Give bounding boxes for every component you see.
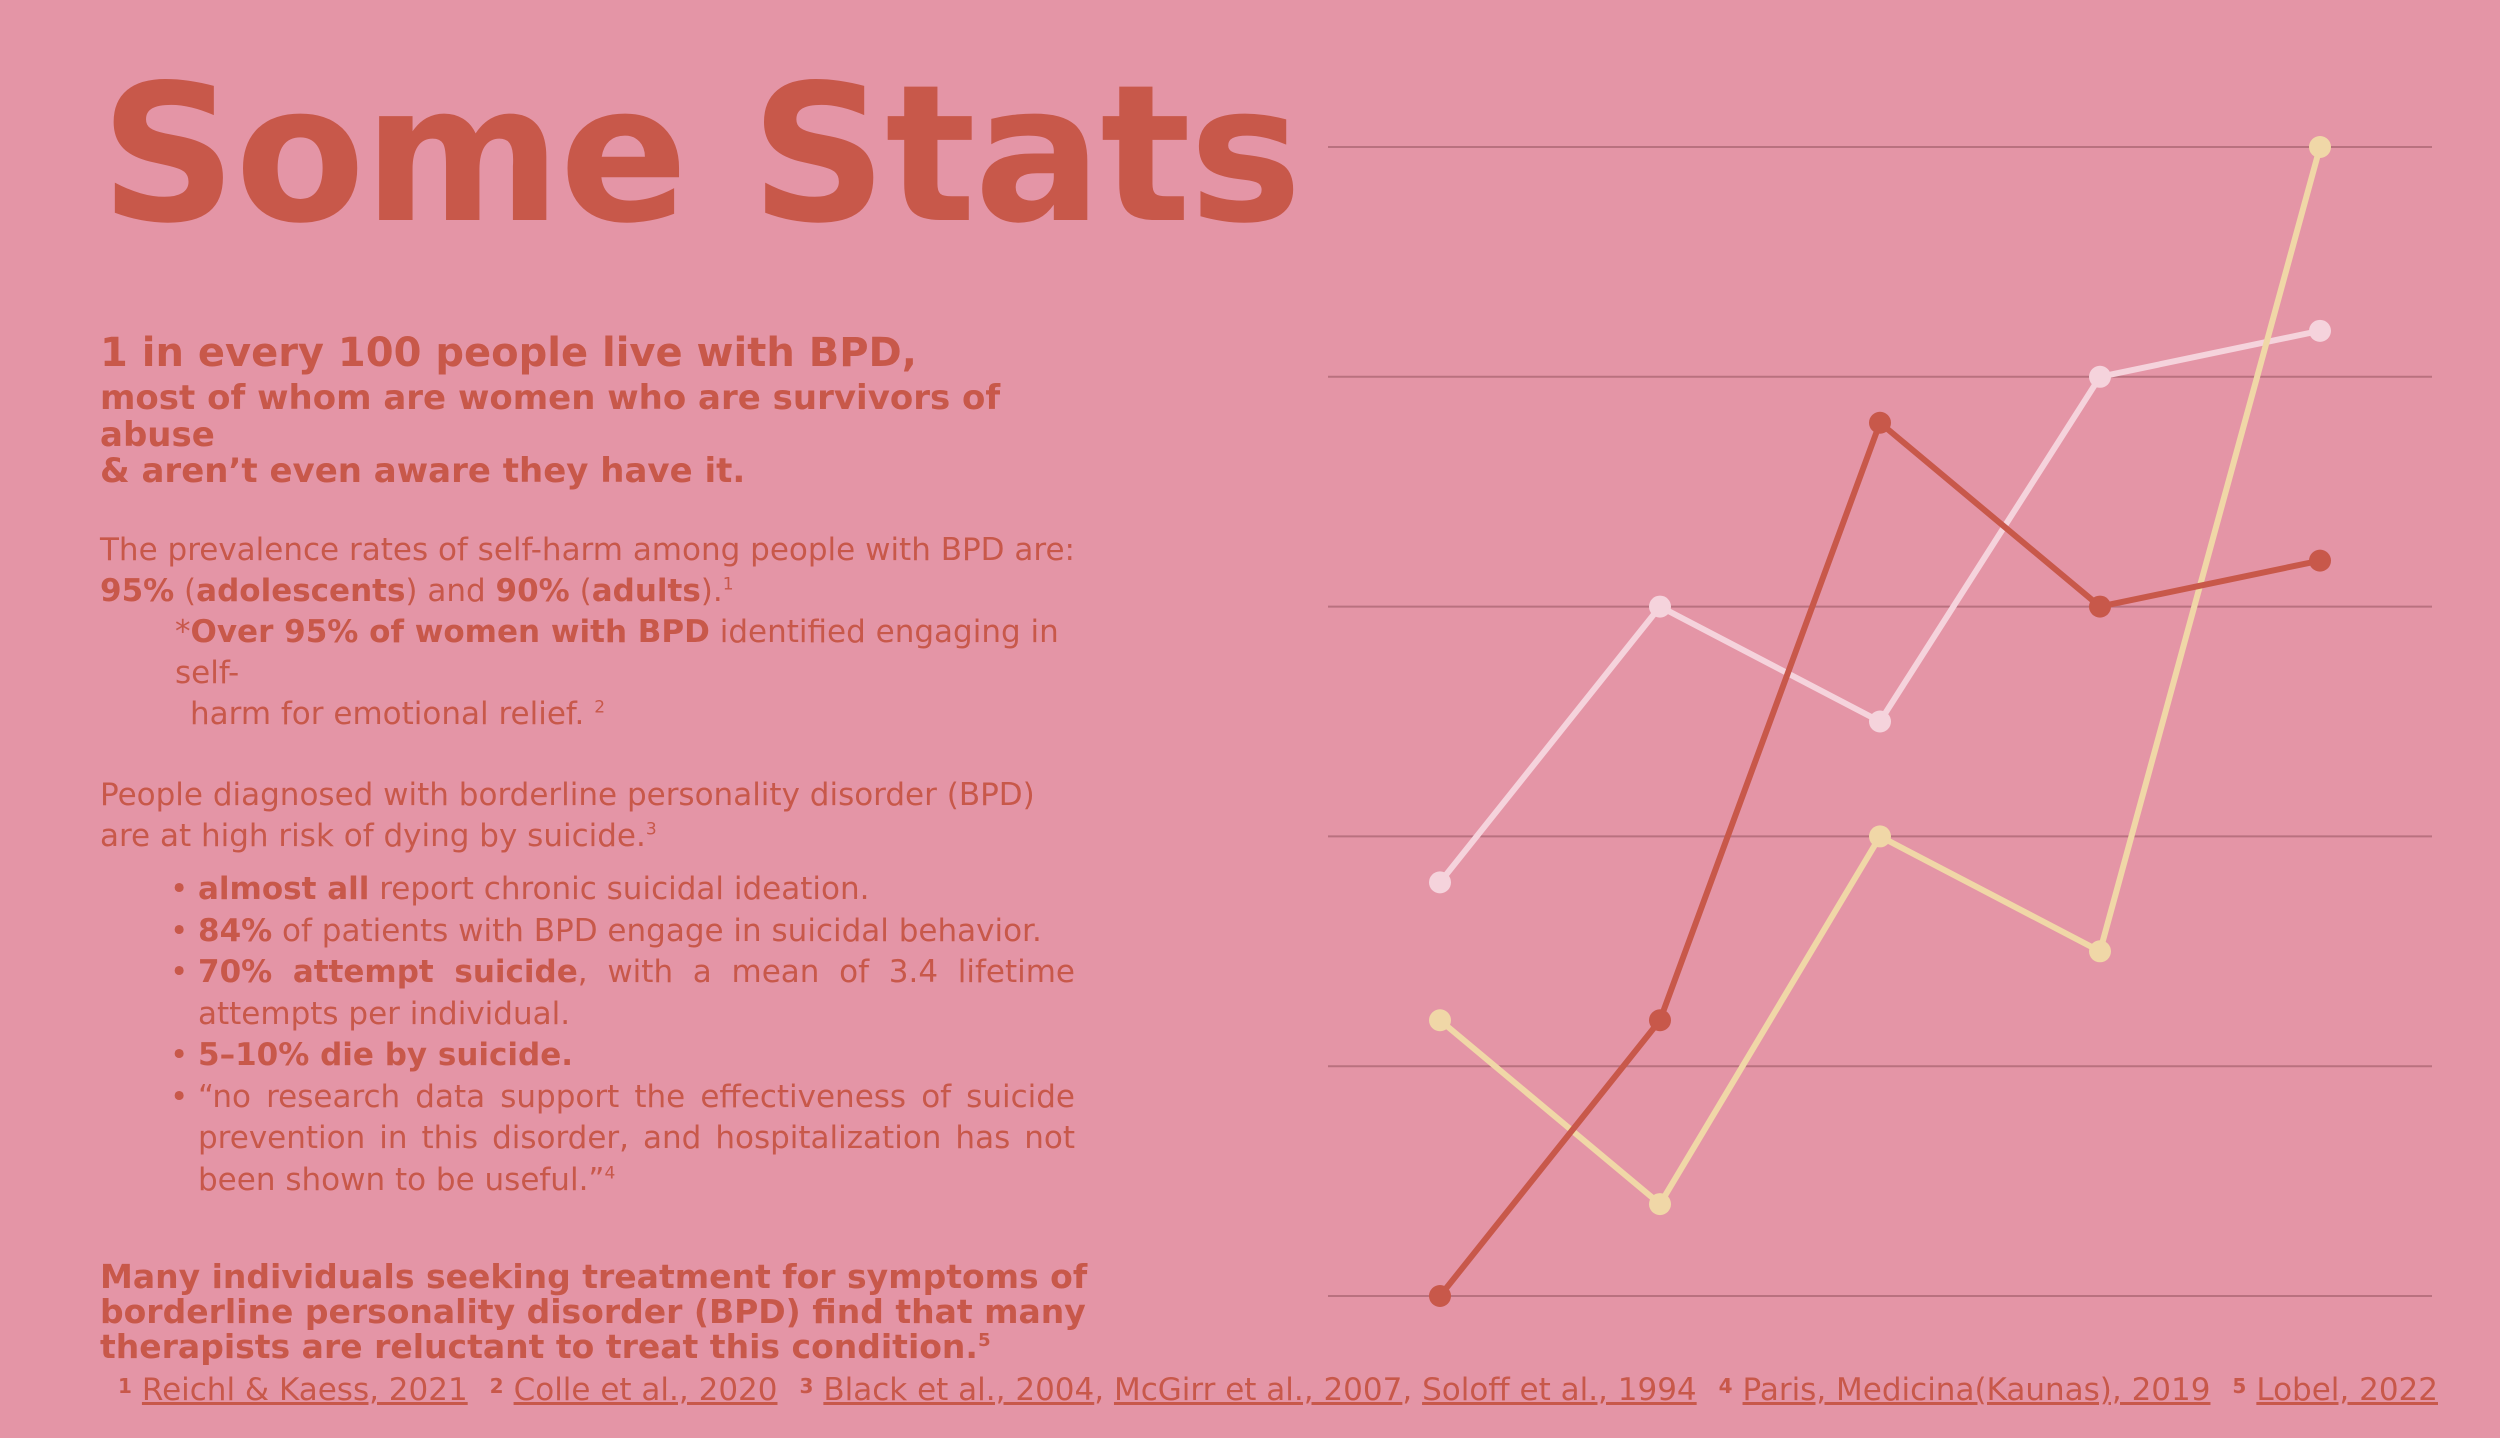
pct-adolescents: 95% (100, 573, 175, 610)
reference-link[interactable]: McGirr et al., 2007 (1113, 1372, 1403, 1408)
data-point (1649, 1009, 1671, 1032)
reference-link[interactable]: Colle et al., 2020 (513, 1372, 778, 1408)
note-asterisk: * (175, 614, 191, 651)
ref-marker-3: 3 (645, 819, 657, 840)
reference-link[interactable]: Black et al., 2004 (823, 1372, 1095, 1408)
data-point (1429, 1285, 1451, 1307)
data-point (1429, 871, 1451, 894)
reference-link[interactable]: Soloff et al., 1994 (1422, 1372, 1697, 1408)
bullet-text: report chronic suicidal ideation. (369, 871, 870, 908)
reference-3: 3 Black et al., 2004, McGirr et al., 200… (799, 1372, 1696, 1408)
list-item: 84% of patients with BPD engage in suici… (170, 911, 1075, 953)
data-point (2309, 319, 2331, 342)
data-point (2309, 549, 2331, 572)
stats-text-column: 1 in every 100 people live with BPD, mos… (100, 330, 1100, 1397)
data-point (1869, 825, 1891, 848)
list-item: 5–10% die by suicide. (170, 1035, 1075, 1077)
suicide-line-1: People diagnosed with borderline persona… (100, 777, 1035, 814)
suicide-bullet-list: almost all report chronic suicidal ideat… (100, 869, 1075, 1201)
reference-number: 5 (2232, 1374, 2247, 1398)
references-footer: 1 Reichl & Kaess, 2021 2 Colle et al., 2… (118, 1372, 2438, 1408)
data-point (1649, 595, 1671, 618)
reference-number: 1 (118, 1374, 132, 1398)
note-text-2: harm for emotional relief. (190, 696, 585, 733)
closing-statement: Many individuals seeking treatment for s… (100, 1259, 1100, 1364)
label-adults: adults (591, 573, 701, 610)
note-text-1: identified engaging in self- (175, 614, 1059, 692)
intro-line-2a: most of whom are women who are survivors… (100, 378, 1001, 455)
selfharm-note-cont: harm for emotional relief. 2 (100, 694, 1100, 735)
list-item: 70% attempt suicide, with a mean of 3.4 … (170, 952, 1075, 1035)
ref-marker-1: 1 (722, 574, 734, 595)
data-point (1429, 1009, 1451, 1032)
selfharm-note: *Over 95% of women with BPD identified e… (100, 612, 1100, 694)
reference-link[interactable]: Lobel, 2022 (2256, 1372, 2438, 1408)
label-adolescents: adolescents (196, 573, 406, 610)
series-line (1438, 146, 2323, 1208)
reference-separator: , (1094, 1372, 1114, 1408)
intro-line-2b: & aren’t even aware they have it. (100, 451, 746, 492)
bullet-text: of patients with BPD engage in suicidal … (272, 912, 1042, 949)
bullet-bold: 84% (198, 912, 273, 949)
data-point (2089, 365, 2111, 388)
closing-text: Many individuals seeking treatment for s… (100, 1257, 1088, 1367)
data-point (2089, 940, 2111, 963)
ref-marker-5: 5 (977, 1330, 991, 1352)
data-point (1869, 710, 1891, 733)
note-bold: Over 95% of women with BPD (190, 614, 710, 651)
reference-number: 2 (489, 1374, 504, 1398)
and-word: and (427, 573, 486, 610)
data-point (2089, 595, 2111, 618)
reference-separator: , (1402, 1372, 1423, 1408)
reference-link[interactable]: Reichl & Kaess, 2021 (141, 1372, 468, 1408)
bullet-text: “no research data support the effectiven… (198, 1078, 1075, 1198)
list-item: almost all report chronic suicidal ideat… (170, 869, 1075, 911)
reference-number: 3 (799, 1374, 814, 1398)
pct-adults: 90% (495, 573, 570, 610)
bullet-text: , with a mean of 3.4 lifetime attempts p… (198, 954, 1075, 1032)
data-point (2309, 136, 2331, 158)
selfharm-paragraph: The prevalence rates of self-harm among … (100, 532, 1075, 610)
data-point (1869, 411, 1891, 434)
reference-5: 5 Lobel, 2022 (2232, 1372, 2438, 1408)
reference-number: 4 (1718, 1374, 1733, 1398)
reference-link[interactable]: Paris, Medicina(Kaunas), 2019 (1742, 1372, 2211, 1408)
ref-marker-4: 4 (604, 1163, 616, 1184)
selfharm-lead: The prevalence rates of self-harm among … (100, 532, 1075, 569)
reference-1: 1 Reichl & Kaess, 2021 (118, 1372, 468, 1408)
reference-2: 2 Colle et al., 2020 (490, 1372, 778, 1408)
suicide-line-2: are at high risk of dying by suicide. (100, 818, 646, 855)
data-point (1649, 1193, 1671, 1216)
bullet-bold: almost all (198, 871, 370, 908)
intro-headline: 1 in every 100 people live with BPD, (100, 330, 917, 376)
list-item: “no research data support the effectiven… (170, 1077, 1075, 1202)
series-line (1437, 419, 2321, 1298)
bullet-bold: 5–10% die by suicide. (198, 1037, 574, 1074)
suicide-paragraph: People diagnosed with borderline persona… (100, 775, 1100, 857)
ref-marker-2: 2 (594, 697, 606, 718)
bullet-bold: 70% attempt suicide (198, 954, 578, 991)
page-title: Some Stats (100, 44, 1302, 265)
intro-subheadline: most of whom are women who are survivors… (100, 380, 1100, 490)
reference-4: 4 Paris, Medicina(Kaunas), 2019 (1719, 1372, 2211, 1408)
